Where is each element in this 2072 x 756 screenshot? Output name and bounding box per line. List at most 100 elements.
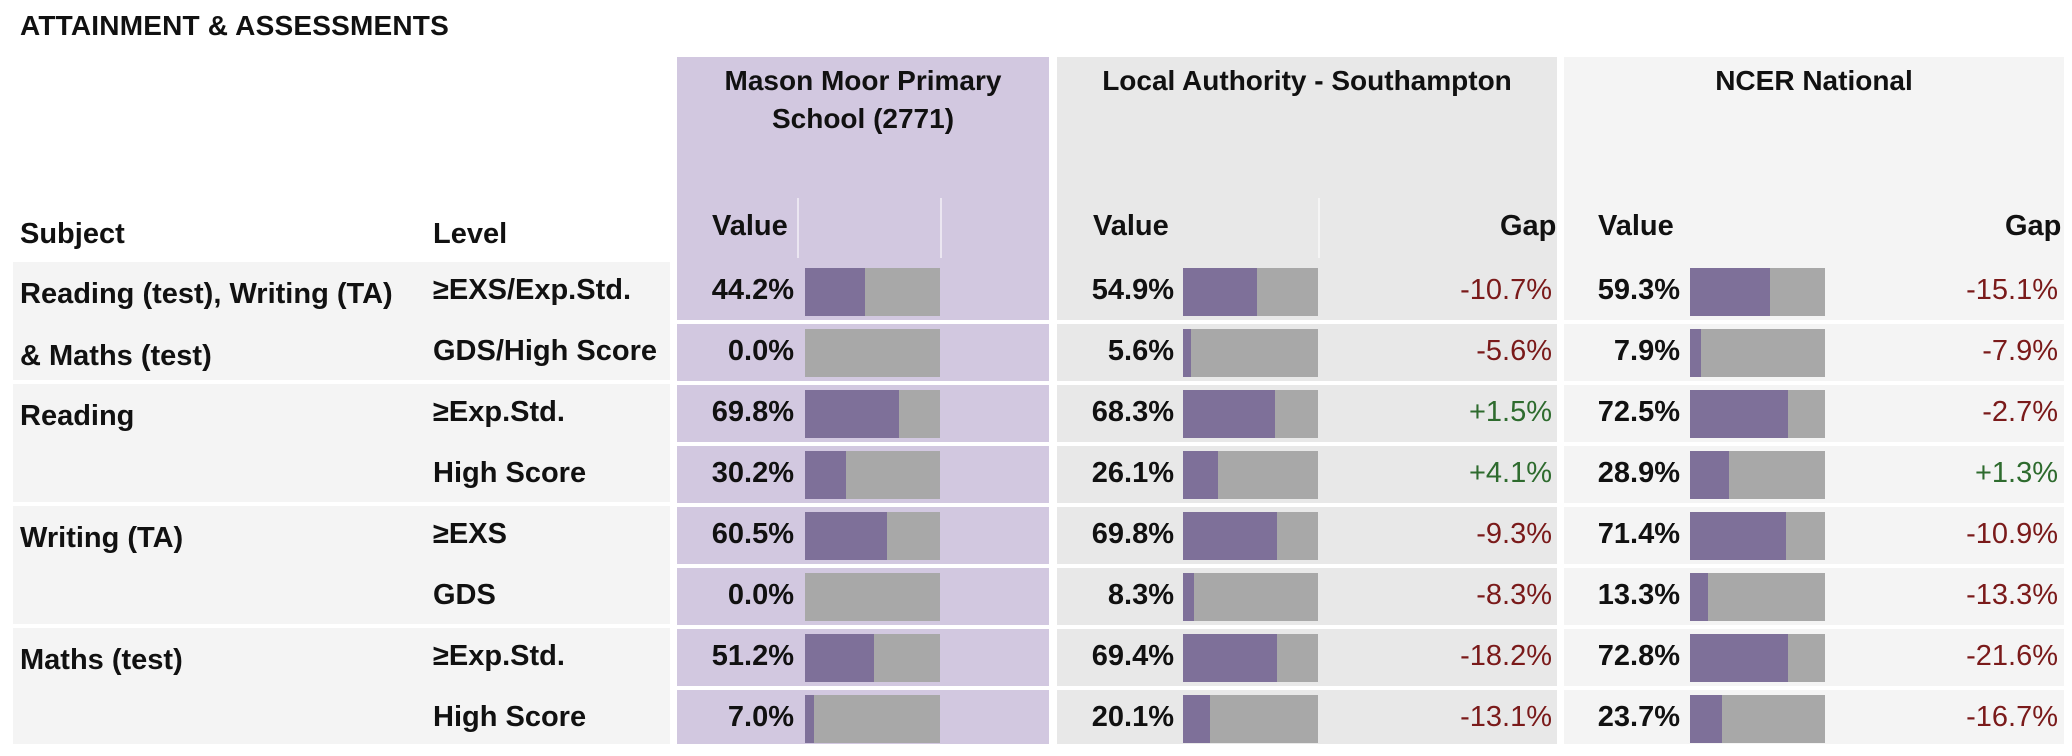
column-header-school-value: Value <box>712 210 788 242</box>
la-bar-fill <box>1183 268 1258 316</box>
school-bar <box>805 573 940 621</box>
la-bar <box>1183 634 1318 682</box>
row-separator <box>677 320 1049 324</box>
national-gap: -15.1% <box>1966 274 2058 306</box>
row-separator <box>1564 381 2064 385</box>
national-bar-fill <box>1690 390 1788 438</box>
la-gap: +4.1% <box>1468 457 1552 489</box>
la-gap: -18.2% <box>1460 640 1552 672</box>
level-label: High Score <box>433 457 587 489</box>
level-label: ≥Exp.Std. <box>433 396 565 428</box>
la-value: 8.3% <box>1107 579 1174 611</box>
group-header-national: NCER National <box>1715 65 1913 96</box>
school-header-separator-2 <box>940 198 942 258</box>
row-separator <box>677 625 1049 629</box>
page-title: ATTAINMENT & ASSESSMENTS <box>20 10 449 41</box>
national-bar <box>1690 451 1825 499</box>
school-header-separator <box>797 198 799 258</box>
school-bar-fill <box>805 268 865 316</box>
row-separator <box>677 686 1049 690</box>
national-value: 59.3% <box>1597 274 1680 306</box>
national-bar-fill <box>1690 634 1789 682</box>
la-bar-fill <box>1183 329 1191 377</box>
school-bar <box>805 695 940 743</box>
national-value: 23.7% <box>1597 701 1680 733</box>
school-bar <box>805 268 940 316</box>
row-separator <box>1057 381 1557 385</box>
level-label: ≥EXS <box>433 518 507 550</box>
national-gap: -13.3% <box>1966 579 2058 611</box>
la-bar-fill <box>1183 634 1277 682</box>
school-bar <box>805 329 940 377</box>
level-label: ≥Exp.Std. <box>433 640 565 672</box>
la-value: 20.1% <box>1091 701 1174 733</box>
school-bar <box>805 634 940 682</box>
la-value: 68.3% <box>1091 396 1174 428</box>
school-value: 0.0% <box>727 579 794 611</box>
la-bar-fill <box>1183 695 1211 743</box>
la-bar-fill <box>1183 573 1195 621</box>
national-bar-fill <box>1690 329 1701 377</box>
national-bar <box>1690 390 1825 438</box>
la-value: 69.4% <box>1091 640 1174 672</box>
la-bar <box>1183 573 1318 621</box>
la-gap: +1.5% <box>1468 396 1552 428</box>
level-label: GDS <box>433 579 496 611</box>
national-value: 71.4% <box>1597 518 1680 550</box>
row-separator <box>1057 564 1557 568</box>
national-value: 72.5% <box>1597 396 1680 428</box>
national-bar-fill <box>1690 573 1708 621</box>
subject-label: Maths (test) <box>20 644 183 676</box>
school-bar-fill <box>805 695 815 743</box>
column-header-la-value: Value <box>1093 210 1169 242</box>
subject-label: Reading (test), Writing (TA) <box>20 278 393 310</box>
row-separator <box>1564 442 2064 446</box>
la-gap: -10.7% <box>1460 274 1552 306</box>
la-bar <box>1183 329 1318 377</box>
la-gap: -8.3% <box>1476 579 1552 611</box>
school-value: 0.0% <box>727 335 794 367</box>
school-value: 60.5% <box>711 518 794 550</box>
column-header-national-value: Value <box>1598 210 1674 242</box>
group-header-school: Mason Moor Primary School (2771) <box>724 65 1002 134</box>
national-bar <box>1690 695 1825 743</box>
national-value: 13.3% <box>1597 579 1680 611</box>
row-separator <box>677 503 1049 507</box>
school-value: 7.0% <box>727 701 794 733</box>
column-header-level: Level <box>433 218 508 250</box>
la-bar <box>1183 268 1318 316</box>
school-bar-fill <box>805 512 887 560</box>
level-label: ≥EXS/Exp.Std. <box>433 274 632 306</box>
national-value: 28.9% <box>1597 457 1680 489</box>
row-separator <box>1564 503 2064 507</box>
column-header-national-gap: Gap <box>2005 210 2062 242</box>
national-gap: -16.7% <box>1966 701 2058 733</box>
la-bar <box>1183 695 1318 743</box>
national-gap: -7.9% <box>1982 335 2058 367</box>
row-separator <box>677 442 1049 446</box>
school-bar-fill <box>805 390 900 438</box>
row-separator <box>1057 686 1557 690</box>
national-bar <box>1690 512 1825 560</box>
row-separator <box>677 381 1049 385</box>
national-value: 7.9% <box>1613 335 1680 367</box>
subject-group-band <box>13 628 670 744</box>
national-bar <box>1690 268 1825 316</box>
group-header-la: Local Authority - Southampton <box>1102 65 1512 96</box>
la-value: 54.9% <box>1091 274 1174 306</box>
la-bar-fill <box>1183 512 1278 560</box>
la-gap: -5.6% <box>1476 335 1552 367</box>
school-bar-fill <box>805 634 875 682</box>
row-separator <box>1564 625 2064 629</box>
la-bar-fill <box>1183 451 1219 499</box>
national-gap: -10.9% <box>1966 518 2058 550</box>
national-gap: +1.3% <box>1974 457 2058 489</box>
school-bar <box>805 512 940 560</box>
national-bar-fill <box>1690 268 1771 316</box>
school-bar-fill <box>805 451 846 499</box>
row-separator <box>1057 442 1557 446</box>
la-bar <box>1183 451 1318 499</box>
national-bar-fill <box>1690 512 1787 560</box>
national-bar-fill <box>1690 451 1729 499</box>
la-bar <box>1183 512 1318 560</box>
